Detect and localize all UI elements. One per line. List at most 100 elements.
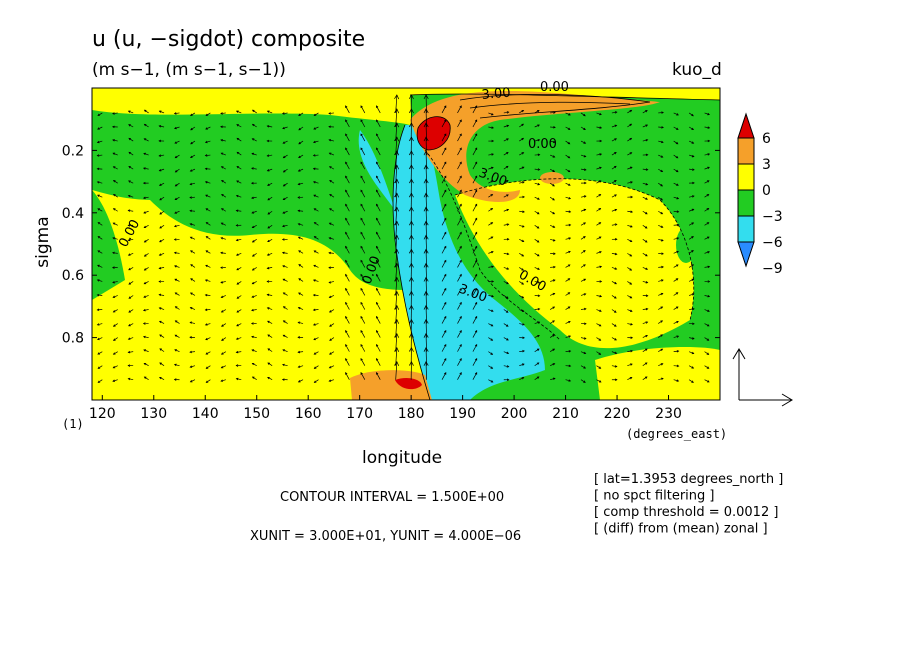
wind-vector-head bbox=[298, 127, 301, 131]
wind-vector-head bbox=[142, 196, 146, 200]
wind-vector bbox=[267, 210, 273, 215]
wind-vector bbox=[658, 334, 663, 338]
wind-vector-head bbox=[376, 189, 379, 193]
wind-vector-head bbox=[506, 338, 509, 341]
wind-vector-head bbox=[537, 182, 541, 186]
wind-vector bbox=[441, 330, 447, 338]
wind-vector-head bbox=[235, 194, 239, 198]
wind-vector-head bbox=[267, 226, 270, 229]
wind-vector-head bbox=[127, 253, 131, 256]
wind-vector-head bbox=[329, 208, 332, 211]
wind-vector-head bbox=[236, 310, 240, 313]
wind-vector-head bbox=[360, 175, 363, 179]
wind-vector-head bbox=[423, 290, 429, 296]
wind-vector-head bbox=[251, 254, 255, 257]
wind-vector-head bbox=[491, 265, 494, 269]
wind-vector-head bbox=[313, 352, 317, 355]
wind-vector-head bbox=[691, 113, 694, 117]
wind-vector bbox=[205, 181, 211, 184]
wind-vector bbox=[205, 279, 211, 282]
wind-vector-head bbox=[521, 282, 525, 285]
wind-vector-head bbox=[423, 332, 429, 338]
wind-vector bbox=[267, 377, 273, 381]
wind-vector bbox=[611, 152, 617, 156]
wind-vector-head bbox=[537, 281, 541, 284]
wind-vector bbox=[128, 210, 134, 212]
wind-vector-head bbox=[205, 194, 208, 197]
wind-vector bbox=[144, 224, 149, 228]
wind-vector-head bbox=[521, 268, 524, 271]
wind-vector bbox=[376, 232, 381, 240]
y-tick-label: 0.4 bbox=[62, 206, 84, 222]
wind-vector-head bbox=[598, 236, 602, 239]
wind-vector-head bbox=[459, 231, 462, 235]
wind-vector-head bbox=[360, 203, 363, 207]
wind-vector bbox=[503, 337, 509, 341]
wind-vector bbox=[236, 281, 242, 285]
wind-vector-head bbox=[423, 164, 429, 170]
wind-vector-head bbox=[297, 307, 301, 310]
wind-vector-head bbox=[408, 178, 414, 184]
wind-vector-head bbox=[706, 352, 710, 355]
wind-vector-head bbox=[251, 152, 255, 156]
wind-vector bbox=[658, 266, 664, 268]
wind-vector-head bbox=[112, 295, 116, 298]
wind-vector bbox=[704, 194, 709, 198]
wind-vector-head bbox=[568, 223, 572, 227]
wind-vector-head bbox=[345, 105, 348, 108]
wind-vector-head bbox=[630, 225, 633, 228]
wind-vector bbox=[128, 295, 134, 299]
wind-vector bbox=[360, 232, 366, 240]
wind-vector bbox=[673, 237, 679, 240]
wind-vector-head bbox=[645, 348, 648, 351]
wind-vector-head bbox=[661, 279, 664, 282]
wind-vector bbox=[611, 166, 617, 170]
wind-vector-head bbox=[251, 295, 255, 298]
wind-vector-head bbox=[614, 365, 618, 368]
wind-vector bbox=[345, 358, 350, 366]
x-axis-label: longitude bbox=[362, 448, 442, 468]
wind-vector-head bbox=[174, 141, 178, 144]
wind-vector-head bbox=[221, 324, 224, 327]
wind-vector bbox=[627, 363, 633, 367]
wind-vector-head bbox=[506, 267, 510, 270]
wind-vector-head bbox=[459, 203, 462, 207]
wind-vector bbox=[376, 330, 381, 338]
wind-vector-head bbox=[408, 318, 414, 324]
wind-vector bbox=[113, 194, 118, 198]
wind-vector-head bbox=[443, 105, 447, 108]
wind-vector-head bbox=[345, 287, 348, 291]
wind-vector-head bbox=[491, 126, 494, 129]
wind-vector-head bbox=[583, 154, 587, 158]
wind-vector-head bbox=[630, 363, 633, 366]
wind-vector bbox=[472, 330, 478, 338]
wind-vector-head bbox=[691, 250, 694, 253]
wind-vector bbox=[298, 278, 304, 282]
wind-vector-head bbox=[266, 307, 270, 310]
wind-vector-head bbox=[691, 141, 695, 144]
wind-vector bbox=[252, 267, 257, 271]
region-positive-blob bbox=[540, 172, 564, 184]
wind-vector-head bbox=[707, 251, 710, 254]
wind-vector bbox=[627, 137, 632, 142]
wind-vector bbox=[441, 246, 447, 254]
chart-subtitle: (m s−1, (m s−1, s−1)) bbox=[92, 60, 286, 80]
wind-vector-head bbox=[312, 293, 316, 297]
wind-vector-head bbox=[707, 309, 710, 312]
wind-vector-head bbox=[376, 301, 379, 305]
wind-vector-head bbox=[112, 352, 116, 355]
wind-vector-head bbox=[568, 196, 572, 200]
wind-vector-head bbox=[630, 210, 634, 213]
wind-vector-head bbox=[583, 366, 587, 369]
wind-vector-head bbox=[474, 161, 478, 165]
wind-vector-head bbox=[250, 181, 254, 185]
wind-vector bbox=[441, 147, 447, 156]
wind-vector-head bbox=[220, 208, 224, 211]
wind-vector bbox=[488, 112, 494, 116]
wind-vector bbox=[298, 112, 304, 116]
wind-vector bbox=[441, 372, 447, 380]
wind-vector-head bbox=[630, 336, 634, 339]
wind-vector bbox=[549, 182, 555, 187]
wind-vector bbox=[113, 208, 118, 212]
wind-vector bbox=[534, 335, 540, 338]
